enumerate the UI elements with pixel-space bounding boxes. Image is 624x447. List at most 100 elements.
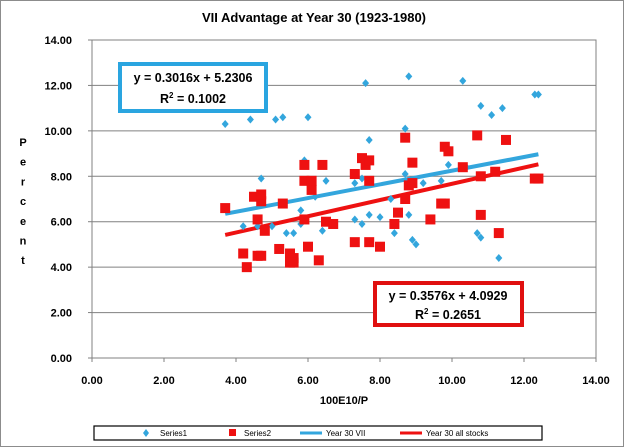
series2-point: [533, 173, 544, 184]
series1-point: [405, 210, 413, 219]
series2-point: [443, 146, 454, 157]
x-tick-label: 14.00: [582, 375, 610, 387]
series2-point: [375, 241, 385, 252]
series1-point: [322, 176, 330, 185]
legend-item-series1: Series1: [143, 429, 188, 438]
legend-diamond-marker: [143, 429, 149, 437]
series2-point: [475, 209, 486, 220]
legend-label-year30-all-stocks: Year 30 all stocks: [426, 429, 488, 438]
series2-point: [306, 184, 317, 195]
series2-point: [299, 175, 310, 186]
series1-point: [318, 226, 326, 235]
data-points: [220, 72, 544, 273]
series1-point: [351, 215, 359, 224]
legend-label-year30-vii: Year 30 VII: [326, 429, 365, 438]
y-axis-ticks: 0.00 2.00 4.00 6.00 8.00 10.00 12.00 14.00: [44, 35, 92, 365]
series1-point: [351, 179, 359, 188]
series2-point: [241, 262, 252, 273]
series2-point: [400, 132, 411, 143]
series2-point: [425, 214, 436, 225]
series2-point: [364, 175, 375, 186]
legend: Series1 Series2 Year 30 VII Year 30 all …: [93, 425, 543, 441]
legend-item-series2: Series2: [229, 429, 272, 438]
series2-point: [256, 189, 267, 200]
series1-point: [459, 76, 467, 85]
y-tick-label: 4.00: [51, 262, 72, 274]
series2-point: [475, 171, 486, 182]
series1-point: [221, 120, 229, 129]
y-axis-label-letter: c: [20, 196, 26, 208]
series2-point: [299, 159, 310, 170]
trendline-all-stocks: [224, 162, 539, 237]
x-tick-label: 8.00: [369, 375, 390, 387]
series2-point: [288, 257, 299, 268]
y-tick-label: 2.00: [51, 308, 72, 320]
series2-point: [393, 207, 403, 218]
series1-point: [531, 90, 539, 99]
series1-point: [290, 229, 298, 238]
series2-point: [256, 196, 267, 207]
series1-point: [376, 213, 384, 222]
series1-point: [401, 124, 409, 133]
series2-point: [220, 203, 231, 214]
series1-point: [498, 104, 506, 113]
trendlines: [224, 152, 539, 237]
series2-point: [407, 157, 418, 168]
series2-point: [349, 237, 360, 248]
series2-point: [274, 243, 285, 254]
series1-point: [473, 229, 481, 238]
series1-point: [390, 229, 398, 238]
y-tick-label: 12.00: [44, 80, 72, 92]
series2-point: [259, 225, 270, 236]
y-axis-label-letter: r: [21, 176, 26, 188]
equation-box-vii: y = 0.3016x + 5.2306 R2 = 0.1002: [118, 62, 268, 113]
x-axis-ticks: 0.00 2.00 4.00 6.00 8.00 10.00 12.00 14.00: [81, 358, 610, 387]
series2-point: [299, 214, 310, 225]
series1-point: [362, 79, 370, 88]
series2-point: [313, 255, 324, 266]
y-tick-label: 0.00: [51, 353, 72, 365]
series2-point: [364, 237, 375, 248]
series2-point: [277, 198, 288, 209]
legend-label-series2: Series2: [244, 429, 272, 438]
series1-point: [279, 113, 287, 122]
series1-point: [401, 170, 409, 179]
series1-point: [437, 176, 445, 185]
series2-point: [407, 178, 418, 189]
series1-point: [488, 110, 496, 119]
chart-title: VII Advantage at Year 30 (1923-1980): [202, 10, 426, 25]
series1-point: [495, 254, 503, 263]
x-tick-label: 12.00: [510, 375, 538, 387]
y-tick-label: 10.00: [44, 126, 72, 138]
series2-point: [317, 159, 328, 170]
series2-point: [493, 228, 504, 239]
r-squared-vii: R2 = 0.1002: [160, 91, 226, 106]
series1-point: [534, 90, 542, 99]
y-axis-label-letter: e: [20, 157, 26, 169]
legend-item-year30-all-stocks: Year 30 all stocks: [400, 429, 488, 438]
series2-point: [490, 166, 501, 177]
legend-square-marker: [229, 429, 236, 436]
series2-point: [364, 155, 375, 166]
series2-point: [321, 216, 331, 227]
x-tick-label: 0.00: [81, 375, 102, 387]
series1-point: [297, 206, 305, 215]
y-axis-label-letter: P: [19, 137, 26, 149]
series1-point: [365, 135, 373, 144]
series2-point: [328, 218, 339, 229]
y-tick-label: 14.00: [44, 35, 72, 47]
series2-point: [472, 130, 483, 141]
series2-point: [457, 162, 468, 173]
series2-point: [439, 198, 450, 209]
series1-point: [304, 113, 312, 122]
series1-point: [268, 222, 276, 231]
series2-point: [389, 218, 400, 229]
y-axis-label-letter: t: [21, 255, 25, 267]
series2-point: [256, 250, 267, 261]
series2-point: [501, 134, 511, 145]
series2-point: [249, 191, 259, 202]
equation-box-all-stocks: y = 0.3576x + 4.0929 R2 = 0.2651: [373, 281, 524, 327]
series2-point: [400, 194, 411, 204]
equation-all-stocks: y = 0.3576x + 4.0929: [389, 289, 508, 303]
